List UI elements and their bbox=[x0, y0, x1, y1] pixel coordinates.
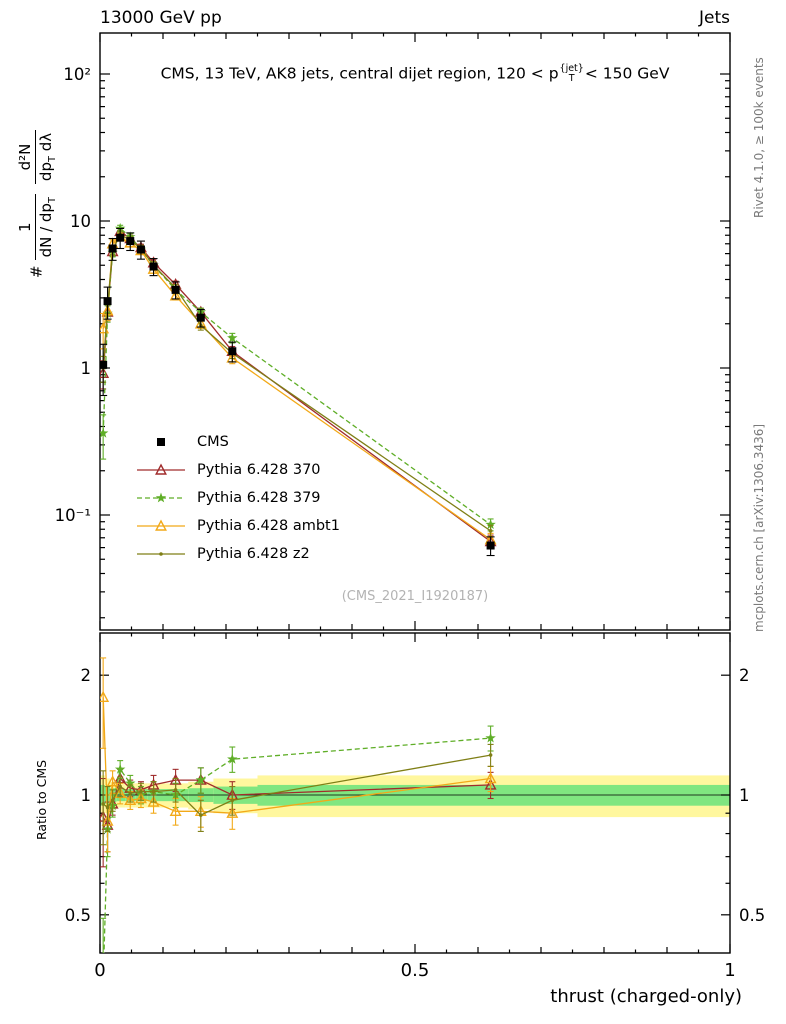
plot-title-post: < 150 GeV bbox=[584, 64, 670, 83]
tick-label: 10⁻¹ bbox=[55, 506, 91, 525]
legend-label-pythia-379: Pythia 6.428 379 bbox=[197, 490, 321, 506]
pythia-ambt1-marker-icon bbox=[137, 519, 185, 531]
tick-label: 1 bbox=[724, 960, 735, 981]
legend-label-pythia-370: Pythia 6.428 370 bbox=[197, 462, 321, 478]
tick-label: 0.5 bbox=[401, 960, 430, 981]
legend-item-pythia-379: Pythia 6.428 379 bbox=[135, 484, 340, 512]
pt-jet-supsub: {jet} T bbox=[560, 64, 584, 84]
legend-label-cms: CMS bbox=[197, 434, 229, 450]
pythia-370-marker-icon bbox=[137, 463, 185, 475]
y-axis-label-frac1: 1 dN / dpT bbox=[16, 194, 58, 261]
axes-frames-and-ticks bbox=[99, 32, 731, 954]
tick-label: 2 bbox=[739, 666, 750, 685]
tick-label: 0.5 bbox=[65, 906, 91, 925]
y-axis-label-frac2: d²N dpT dλ bbox=[16, 129, 58, 185]
legend-item-pythia-370: Pythia 6.428 370 bbox=[135, 456, 340, 484]
pythia-379-marker-icon bbox=[137, 492, 185, 503]
rivet-version-note: Rivet 4.1.0, ≥ 100k events bbox=[752, 57, 766, 218]
y-axis-label: #1 dN / dpT d²N dpT dλ bbox=[16, 125, 58, 278]
legend-label-pythia-ambt1: Pythia 6.428 ambt1 bbox=[197, 518, 340, 534]
analysis-id-watermark: (CMS_2021_I1920187) bbox=[341, 589, 489, 604]
plot-title-sup: {jet} bbox=[559, 63, 584, 74]
tick-label: 0.5 bbox=[739, 906, 765, 925]
analysis-topic-label: Jets bbox=[699, 8, 730, 28]
main-series-cms bbox=[100, 227, 495, 557]
tick-label: 1 bbox=[81, 786, 92, 805]
mcplots-arxiv-note: mcplots.cern.ch [arXiv:1306.3436] bbox=[752, 423, 766, 632]
ratio-series-pythia-6-428-z2 bbox=[100, 743, 494, 846]
ratio-series-pythia-6-428-ambt1 bbox=[100, 657, 497, 853]
tick-label: 10² bbox=[63, 65, 91, 84]
main-series bbox=[100, 222, 497, 557]
tick-label: 10 bbox=[70, 212, 91, 231]
plot-title: CMS, 13 TeV, AK8 jets, central dijet reg… bbox=[100, 64, 730, 84]
tick-label: 0 bbox=[94, 960, 105, 981]
tick-labels: 10⁻¹ 1 10 10² 0.5 0.5 1 1 2 2 0 0.5 1 bbox=[55, 65, 766, 981]
ratio-series-pythia-6-428-379 bbox=[100, 725, 496, 953]
legend-item-pythia-ambt1: Pythia 6.428 ambt1 bbox=[135, 512, 340, 540]
ratio-axis-label: Ratio to CMS bbox=[34, 759, 49, 840]
plot-title-sub: T bbox=[568, 72, 575, 84]
beam-energy-label: 13000 GeV pp bbox=[100, 8, 222, 28]
ratio-series bbox=[100, 657, 497, 953]
legend: CMS Pythia 6.428 370 Pythia 6.428 379 Py… bbox=[135, 428, 340, 568]
tick-label: 1 bbox=[739, 786, 750, 805]
legend-item-pythia-z2: Pythia 6.428 z2 bbox=[135, 540, 340, 568]
x-axis-label: thrust (charged-only) bbox=[550, 986, 742, 1007]
cms-marker-icon bbox=[157, 438, 165, 446]
y-axis-label-hash: # bbox=[27, 265, 46, 278]
legend-label-pythia-z2: Pythia 6.428 z2 bbox=[197, 546, 310, 562]
tick-label: 1 bbox=[81, 359, 92, 378]
tick-label: 2 bbox=[81, 666, 92, 685]
plot-title-pre: CMS, 13 TeV, AK8 jets, central dijet reg… bbox=[160, 64, 559, 83]
legend-item-cms: CMS bbox=[135, 428, 340, 456]
pythia-z2-marker-icon bbox=[137, 552, 185, 556]
